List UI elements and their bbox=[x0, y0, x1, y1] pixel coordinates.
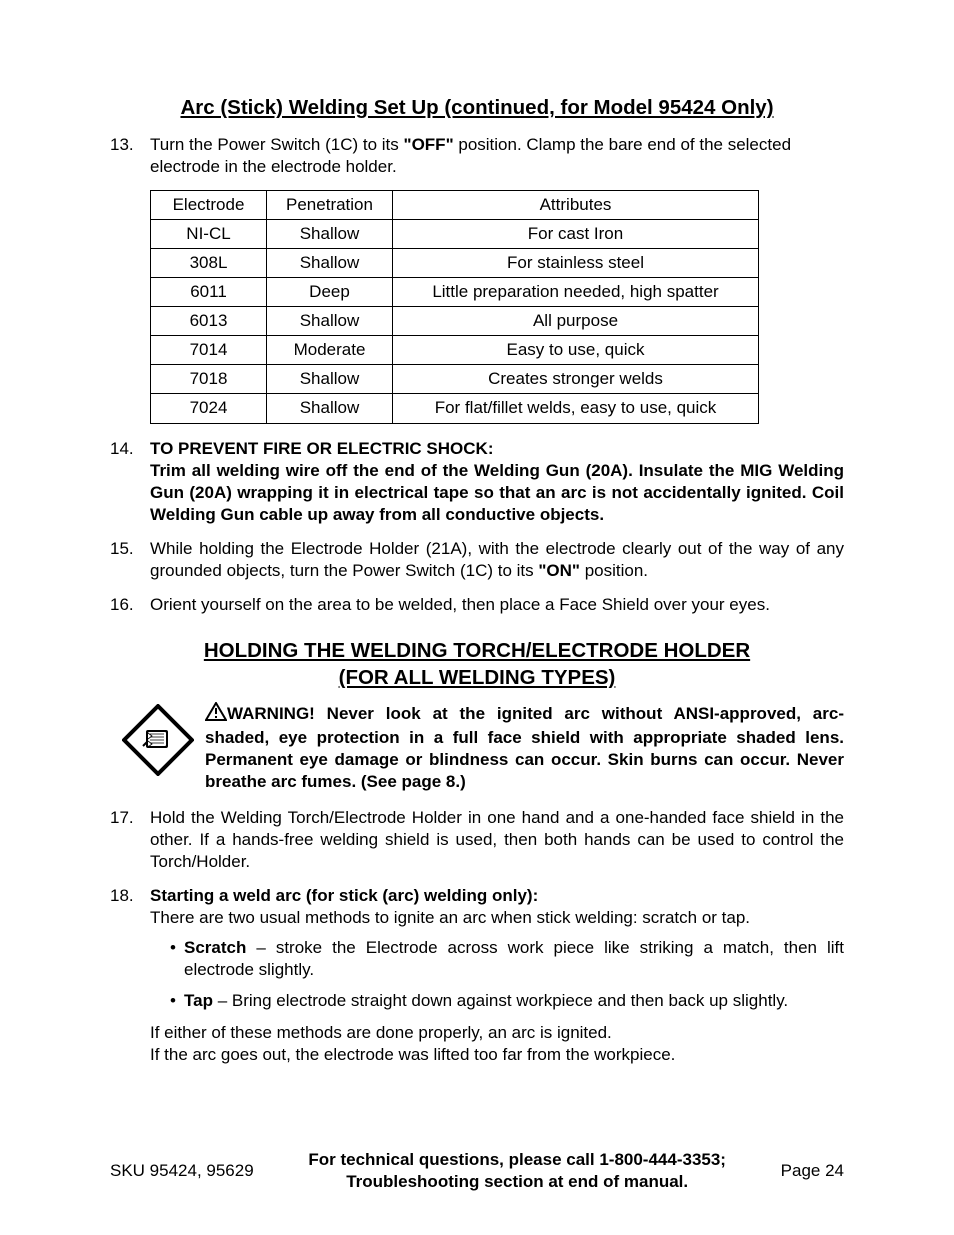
item18-outro: If either of these methods are done prop… bbox=[150, 1022, 844, 1066]
table-row: 6011DeepLittle preparation needed, high … bbox=[151, 278, 759, 307]
th-penetration: Penetration bbox=[267, 190, 393, 219]
item-number: 16. bbox=[110, 594, 150, 616]
bullet-text: – Bring electrode straight down against … bbox=[213, 991, 788, 1010]
text: position. bbox=[580, 561, 648, 580]
item-text: While holding the Electrode Holder (21A)… bbox=[150, 538, 844, 582]
title-line2: (FOR ALL WELDING TYPES) bbox=[289, 666, 666, 689]
bullet-dot: • bbox=[170, 937, 184, 981]
warning-content: WARNING! Never look at the ignited arc w… bbox=[205, 704, 844, 791]
text: If either of these methods are done prop… bbox=[150, 1023, 612, 1042]
manual-icon bbox=[110, 702, 205, 793]
list-item-17: 17. Hold the Welding Torch/Electrode Hol… bbox=[110, 807, 844, 873]
text: If the arc goes out, the electrode was l… bbox=[150, 1045, 675, 1064]
table-row: 7024ShallowFor flat/fillet welds, easy t… bbox=[151, 394, 759, 423]
th-electrode: Electrode bbox=[151, 190, 267, 219]
table-row: NI-CLShallowFor cast Iron bbox=[151, 219, 759, 248]
warning-body: Trim all welding wire off the end of the… bbox=[150, 461, 844, 524]
bullet-scratch: • Scratch – stroke the Electrode across … bbox=[170, 937, 844, 981]
warning-triangle-icon bbox=[205, 702, 227, 727]
item-number: 13. bbox=[110, 134, 150, 178]
item-text: Starting a weld arc (for stick (arc) wel… bbox=[150, 885, 844, 1066]
item-number: 17. bbox=[110, 807, 150, 873]
list-item-16: 16. Orient yourself on the area to be we… bbox=[110, 594, 844, 616]
item-number: 15. bbox=[110, 538, 150, 582]
list-item-13: 13. Turn the Power Switch (1C) to its "O… bbox=[110, 134, 844, 178]
item-number: 18. bbox=[110, 885, 150, 1066]
item-text: Turn the Power Switch (1C) to its "OFF" … bbox=[150, 134, 844, 178]
table-row: 6013ShallowAll purpose bbox=[151, 307, 759, 336]
footer-page: Page 24 bbox=[781, 1160, 844, 1182]
footer-support: For technical questions, please call 1-8… bbox=[254, 1149, 781, 1193]
text: Turn the Power Switch (1C) to its bbox=[150, 135, 404, 154]
item-text: TO PREVENT FIRE OR ELECTRIC SHOCK: Trim … bbox=[150, 438, 844, 526]
warning-heading: TO PREVENT FIRE OR ELECTRIC SHOCK: bbox=[150, 439, 494, 458]
table-row: 308LShallowFor stainless steel bbox=[151, 249, 759, 278]
page-footer: SKU 95424, 95629 For technical questions… bbox=[110, 1149, 844, 1193]
text: Troubleshooting section at end of manual… bbox=[346, 1172, 688, 1191]
list-item-18: 18. Starting a weld arc (for stick (arc)… bbox=[110, 885, 844, 1066]
text: For technical questions, please call 1-8… bbox=[308, 1150, 726, 1169]
item18-intro: There are two usual methods to ignite an… bbox=[150, 908, 750, 927]
bullet-label: Scratch bbox=[184, 938, 246, 957]
table-header-row: Electrode Penetration Attributes bbox=[151, 190, 759, 219]
item-text: Hold the Welding Torch/Electrode Holder … bbox=[150, 807, 844, 873]
list-item-14: 14. TO PREVENT FIRE OR ELECTRIC SHOCK: T… bbox=[110, 438, 844, 526]
item-number: 14. bbox=[110, 438, 150, 526]
warning-text: WARNING! Never look at the ignited arc w… bbox=[205, 702, 844, 793]
off-label: "OFF" bbox=[404, 135, 454, 154]
footer-sku: SKU 95424, 95629 bbox=[110, 1160, 254, 1182]
table-row: 7018ShallowCreates stronger welds bbox=[151, 365, 759, 394]
electrode-table: Electrode Penetration Attributes NI-CLSh… bbox=[150, 190, 759, 424]
item18-title: Starting a weld arc (for stick (arc) wel… bbox=[150, 886, 538, 905]
th-attributes: Attributes bbox=[393, 190, 759, 219]
bullet-label: Tap bbox=[184, 991, 213, 1010]
bullet-dot: • bbox=[170, 990, 184, 1012]
on-label: "ON" bbox=[538, 561, 580, 580]
text: While holding the Electrode Holder (21A)… bbox=[150, 539, 844, 580]
item-text: Orient yourself on the area to be welded… bbox=[150, 594, 844, 616]
warning-block: WARNING! Never look at the ignited arc w… bbox=[110, 702, 844, 793]
bullet-text: – stroke the Electrode across work piece… bbox=[184, 938, 844, 979]
table-row: 7014ModerateEasy to use, quick bbox=[151, 336, 759, 365]
section-title-2: HOLDING THE WELDING TORCH/ELECTRODE HOLD… bbox=[110, 638, 844, 691]
section-title: Arc (Stick) Welding Set Up (continued, f… bbox=[110, 95, 844, 122]
title-line1: HOLDING THE WELDING TORCH/ELECTRODE HOLD… bbox=[204, 639, 750, 662]
list-item-15: 15. While holding the Electrode Holder (… bbox=[110, 538, 844, 582]
bullet-tap: • Tap – Bring electrode straight down ag… bbox=[170, 990, 844, 1012]
